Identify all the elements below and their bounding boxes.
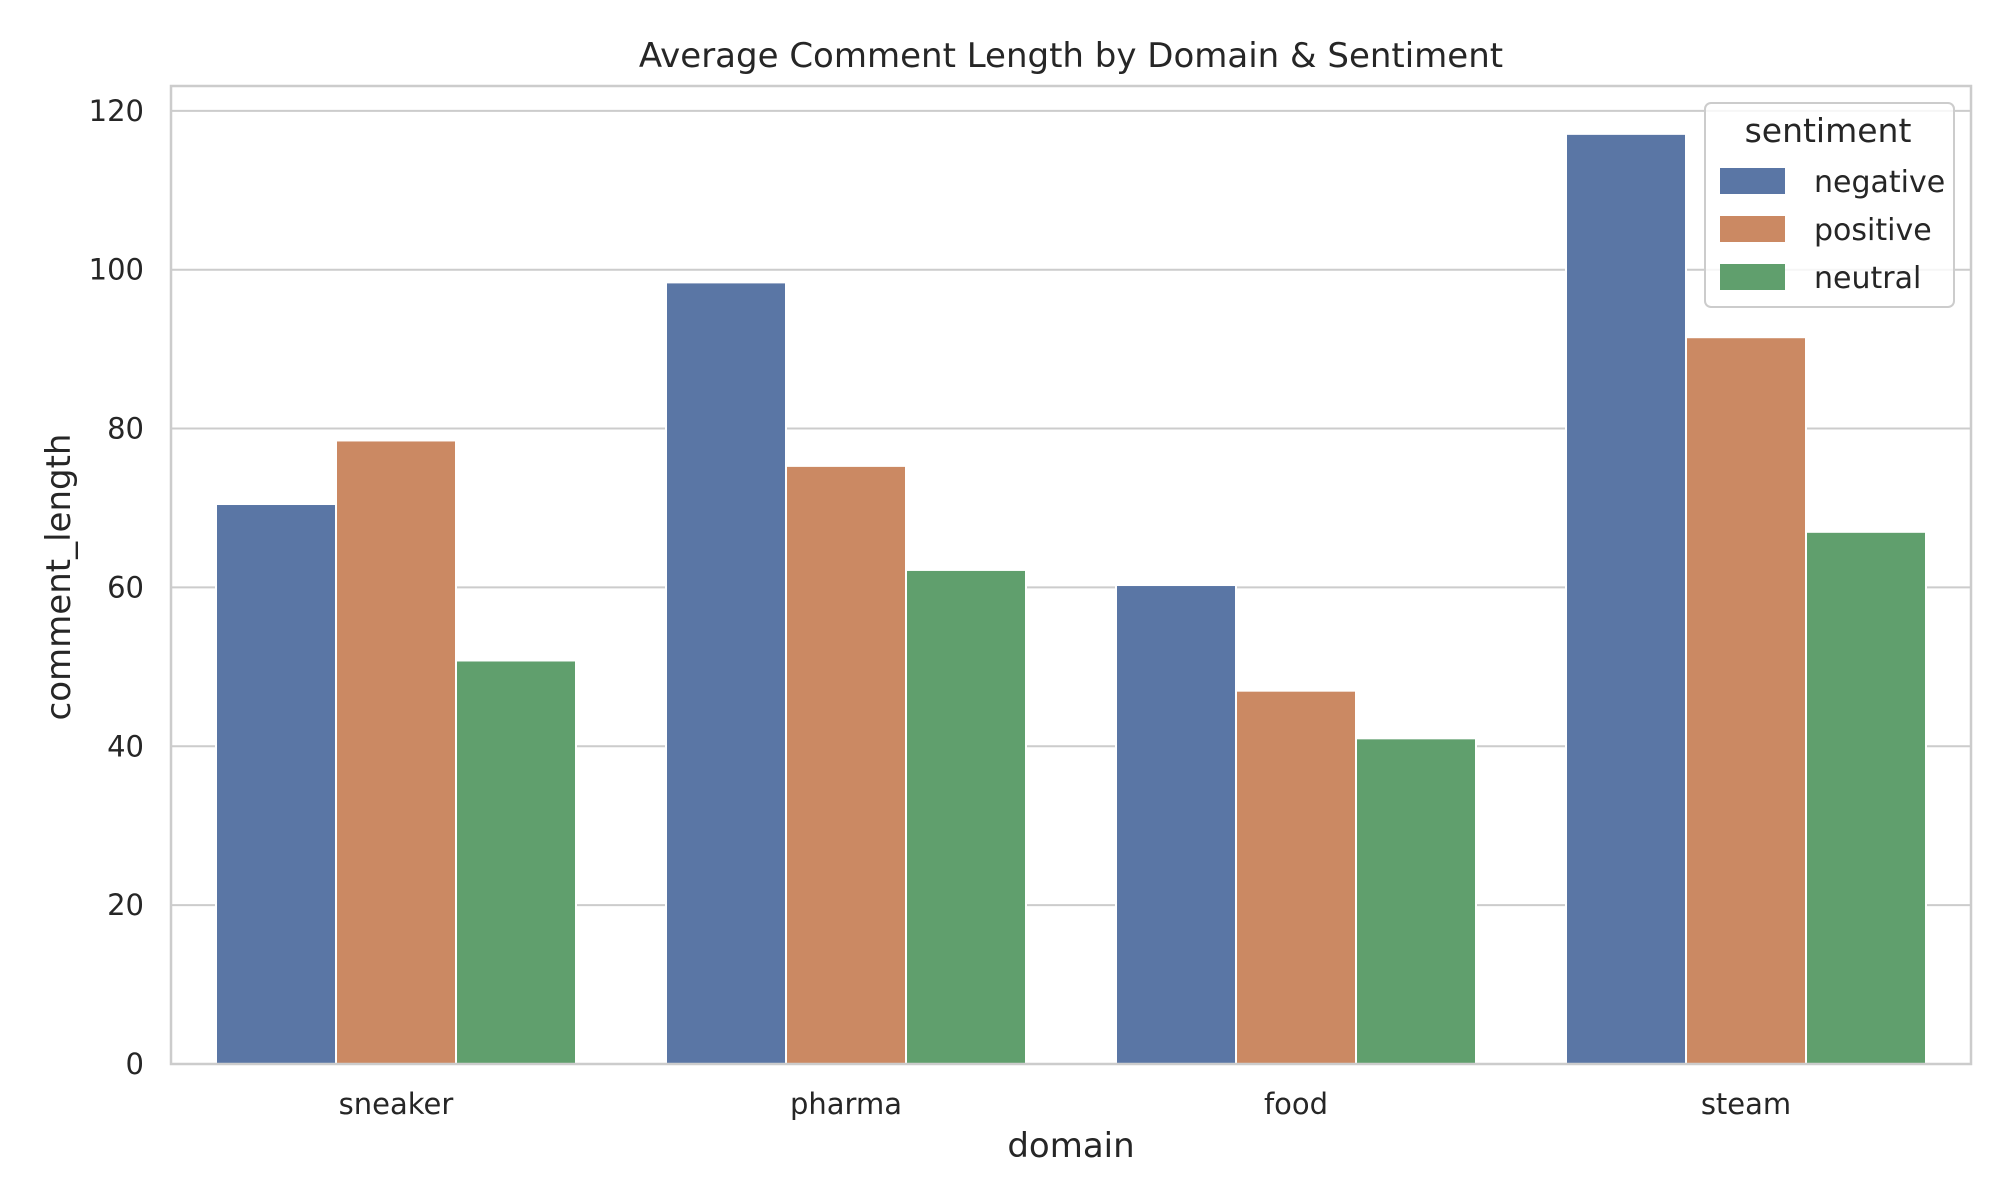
legend-label-negative: negative — [1814, 165, 1945, 200]
legend: sentiment negative positive neutral — [1704, 102, 1955, 308]
x-tick-label: pharma — [790, 1087, 902, 1121]
y-tick-label: 0 — [126, 1047, 144, 1081]
plot-frame — [169, 84, 1973, 1066]
legend-swatch-negative — [1720, 168, 1785, 194]
bar-negative-sneaker — [215, 503, 337, 1065]
bar-negative-steam — [1565, 132, 1687, 1065]
y-tick-label: 120 — [89, 94, 144, 128]
y-tick-label: 60 — [107, 570, 144, 604]
legend-box — [1704, 102, 1955, 308]
legend-swatch-neutral — [1720, 264, 1785, 290]
x-tick-label: food — [1264, 1087, 1328, 1121]
legend-label-positive: positive — [1814, 213, 1932, 248]
legend-items: negative positive neutral — [1720, 165, 1945, 296]
y-tick-label: 40 — [107, 729, 144, 763]
legend-title: sentiment — [1745, 111, 1912, 150]
bar-negative-food — [1115, 584, 1237, 1065]
chart-title: Average Comment Length by Domain & Senti… — [639, 36, 1503, 76]
bar-neutral-steam — [1805, 530, 1927, 1065]
y-axis-label: comment_length — [39, 434, 79, 721]
bar-positive-steam — [1685, 336, 1807, 1065]
bar-neutral-food — [1355, 737, 1477, 1065]
bar-neutral-pharma — [905, 568, 1027, 1065]
legend-label-neutral: neutral — [1814, 261, 1921, 296]
x-tick-label: sneaker — [339, 1087, 454, 1121]
y-tick-label: 20 — [107, 888, 144, 922]
bar-positive-food — [1235, 689, 1357, 1065]
x-tick-label: steam — [1701, 1087, 1791, 1121]
bar-neutral-sneaker — [455, 659, 577, 1065]
bar-positive-pharma — [785, 464, 907, 1065]
legend-swatch-positive — [1720, 216, 1785, 242]
bar-negative-pharma — [665, 281, 787, 1065]
plot-area: 0 20 40 60 80 100 120 sneaker pharma food steam — [89, 84, 1973, 1121]
y-tick-label: 80 — [107, 412, 144, 446]
x-axis-label: domain — [1007, 1126, 1134, 1166]
bar-positive-sneaker — [335, 439, 457, 1065]
y-tick-label: 100 — [89, 253, 144, 287]
